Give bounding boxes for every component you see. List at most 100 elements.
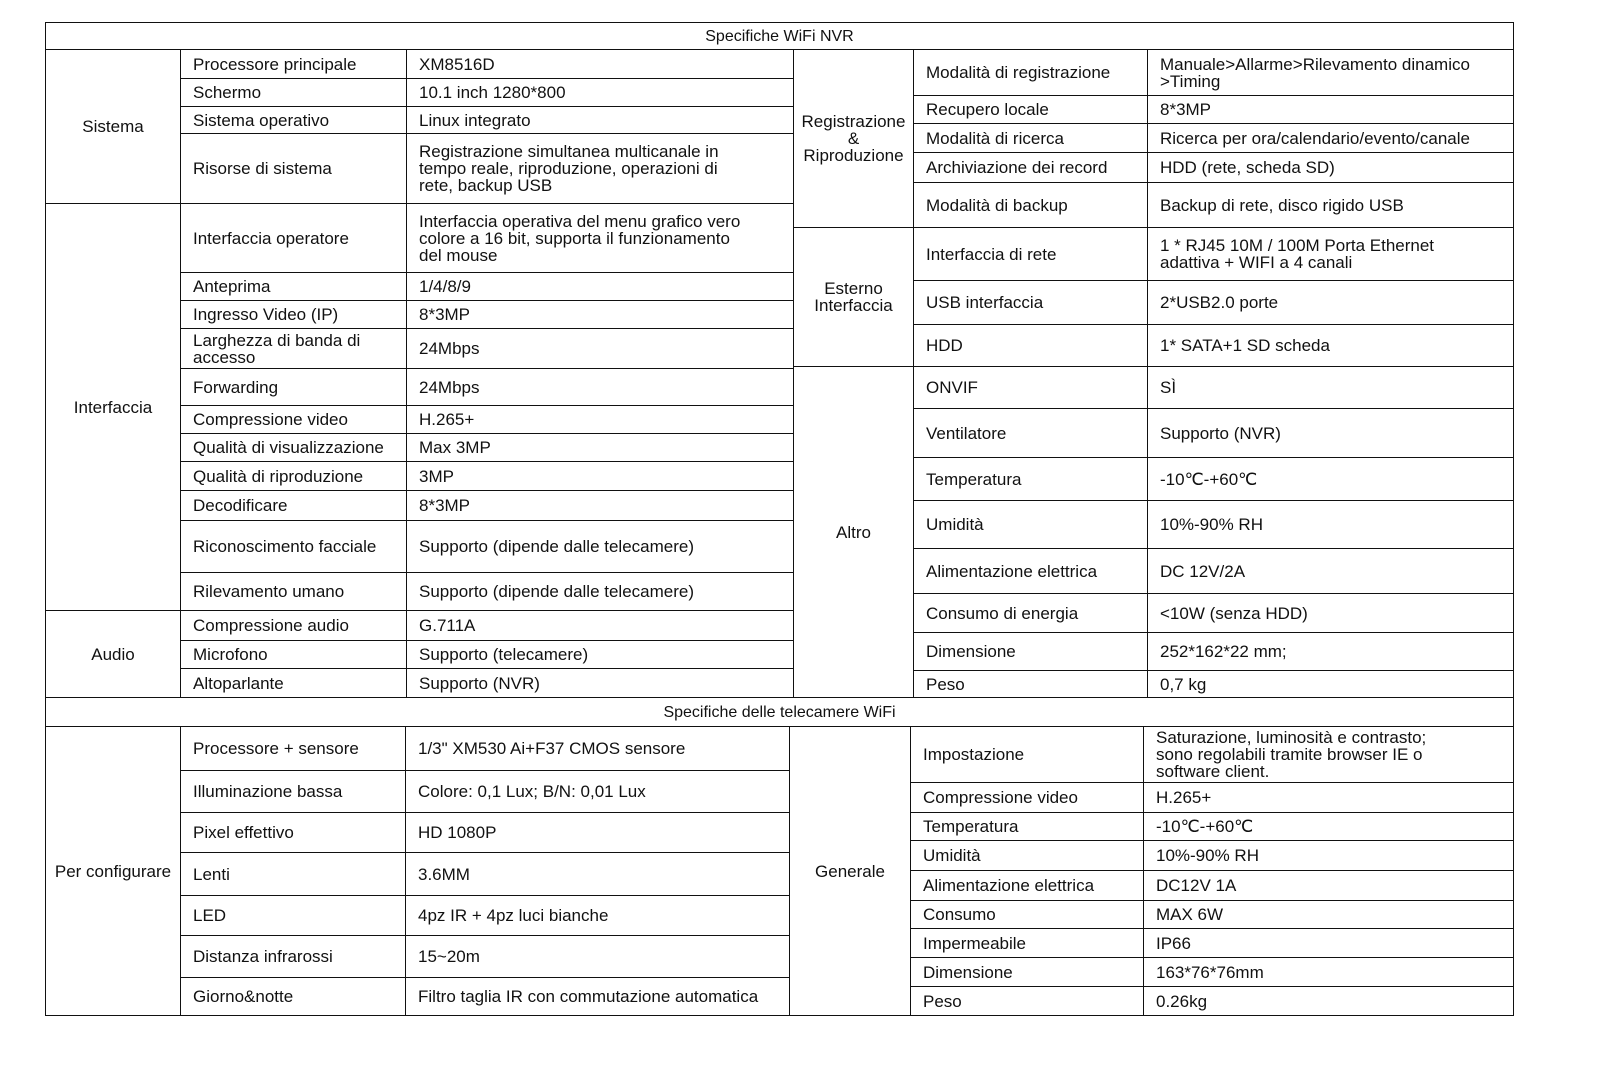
spec-label: Modalità di backup [913, 182, 1148, 228]
spec-label: Decodificare [180, 490, 407, 521]
spec-label: Interfaccia di rete [913, 227, 1148, 281]
spec-label-text: Ingresso Video (IP) [193, 305, 339, 324]
spec-value: H.265+ [1143, 782, 1514, 813]
spec-label: ONVIF [913, 366, 1148, 409]
group-header: Altro [793, 366, 914, 698]
spec-label: Rilevamento umano [180, 572, 407, 611]
spec-label: Compressione video [180, 405, 407, 434]
spec-label-text: Dimensione [926, 642, 1016, 661]
spec-value-text: Colore: 0,1 Lux; B/N: 0,01 Lux [418, 782, 646, 801]
spec-label: Temperatura [910, 812, 1144, 841]
spec-label: Processore principale [180, 49, 407, 79]
spec-label-text: Anteprima [193, 277, 271, 296]
spec-value: DC 12V/2A [1147, 548, 1514, 594]
spec-label: Consumo di energia [913, 593, 1148, 633]
group-header: Sistema [45, 49, 181, 204]
spec-value-text: Filtro taglia IR con commutazione automa… [418, 987, 759, 1006]
spec-value-text: 10%-90% RH [1156, 846, 1259, 865]
spec-label-text: Umidità [923, 846, 981, 865]
spec-label-text: Qualità di riproduzione [193, 466, 364, 486]
spec-label: Sistema operativo [180, 106, 407, 134]
spec-label: Recupero locale [913, 95, 1148, 124]
spec-label-text: Altoparlante [193, 673, 284, 693]
spec-value-text: Max 3MP [419, 438, 491, 457]
spec-value-text: H.265+ [1156, 788, 1212, 807]
spec-label-text: Decodificare [193, 496, 288, 515]
group-header-text: Sistema [82, 117, 144, 136]
spec-label-text: Modalità di registrazione [926, 63, 1111, 82]
spec-label-text: HDD [926, 336, 963, 355]
spec-value-text: <10W (senza HDD) [1160, 603, 1308, 623]
spec-value-text: MAX 6W [1156, 905, 1224, 924]
spec-label: Illuminazione bassa [180, 770, 406, 813]
spec-value: Manuale>Allarme>Rilevamento dinamico >Ti… [1147, 49, 1514, 96]
group-header: Registrazione & Riproduzione [793, 49, 914, 228]
spec-value: 3.6MM [405, 852, 790, 896]
spec-label: Alimentazione elettrica [910, 870, 1144, 901]
spec-label-text: Peso [926, 674, 965, 694]
spec-value: 0,7 kg [1147, 670, 1514, 698]
spec-value-text: DC 12V/2A [1160, 561, 1246, 581]
spec-value-text: -10℃-+60℃ [1156, 817, 1254, 836]
spec-value: H.265+ [406, 405, 794, 434]
spec-value-text: 24Mbps [419, 339, 480, 358]
spec-value-text: 8*3MP [1160, 100, 1212, 119]
spec-value-text: 2*USB2.0 porte [1160, 293, 1279, 312]
spec-label-text: Umidità [926, 515, 984, 534]
spec-value: DC12V 1A [1143, 870, 1514, 901]
spec-value: HD 1080P [405, 812, 790, 853]
spec-label: Pixel effettivo [180, 812, 406, 853]
spec-label-text: Recupero locale [926, 100, 1049, 119]
spec-value: 1/3" XM530 Ai+F37 CMOS sensore [405, 726, 790, 771]
spec-value-text: DC12V 1A [1156, 876, 1237, 895]
spec-value: Registrazione simultanea multicanale in … [406, 133, 794, 204]
spec-value-text: 8*3MP [419, 305, 471, 324]
spec-value: 1/4/8/9 [406, 272, 794, 301]
spec-label: Lenti [180, 852, 406, 896]
spec-label-text: Alimentazione elettrica [923, 876, 1095, 895]
spec-value-text: 24Mbps [419, 377, 480, 397]
spec-value: 1 * RJ45 10M / 100M Porta Ethernet adatt… [1147, 227, 1514, 281]
spec-label-text: Processore + sensore [193, 739, 359, 758]
spec-label-text: Compressione video [923, 788, 1078, 807]
spec-value-text: Ricerca per ora/calendario/evento/canale [1160, 128, 1470, 148]
spec-label-text: Pixel effettivo [193, 823, 294, 842]
spec-value-text: Interfaccia operativa del menu grafico v… [419, 211, 741, 265]
group-header-text: Per configurare [54, 861, 172, 881]
spec-label-text: ONVIF [926, 378, 978, 397]
spec-label: Umidità [913, 500, 1148, 549]
spec-value: Ricerca per ora/calendario/evento/canale [1147, 123, 1514, 153]
section-title-text: Specifiche WiFi NVR [705, 27, 854, 45]
spec-value-text: Backup di rete, disco rigido USB [1160, 195, 1404, 215]
spec-value: 24Mbps [406, 368, 794, 406]
spec-label: Microfono [180, 640, 407, 669]
spec-label-text: Interfaccia di rete [926, 244, 1057, 264]
spec-label-text: Dimensione [923, 962, 1013, 982]
spec-value: XM8516D [406, 49, 794, 79]
spec-label-text: Modalità di ricerca [926, 128, 1064, 148]
spec-label-text: Temperatura [926, 469, 1022, 489]
spec-value: 4pz IR + 4pz luci bianche [405, 895, 790, 936]
spec-label-text: Consumo di energia [926, 603, 1079, 623]
spec-value-text: HDD (rete, scheda SD) [1160, 158, 1335, 177]
spec-label: Anteprima [180, 272, 407, 301]
spec-label-text: Qualità di visualizzazione [193, 438, 384, 457]
spec-label-text: Illuminazione bassa [193, 782, 343, 801]
spec-value-text: -10℃-+60℃ [1160, 469, 1258, 489]
spec-value: 10%-90% RH [1147, 500, 1514, 549]
spec-label-text: LED [193, 906, 227, 925]
spec-value: Supporto (dipende dalle telecamere) [406, 520, 794, 573]
spec-value-text: Supporto (NVR) [419, 673, 540, 693]
spec-value-text: Supporto (NVR) [1160, 423, 1281, 443]
spec-value: SÌ [1147, 366, 1514, 409]
spec-label: Alimentazione elettrica [913, 548, 1148, 594]
spec-label: Impermeabile [910, 928, 1144, 958]
spec-value-text: XM8516D [419, 54, 495, 74]
spec-value-text: Supporto (dipende dalle telecamere) [419, 537, 695, 556]
spec-label: Peso [913, 670, 1148, 698]
spec-label-text: Temperatura [923, 817, 1019, 836]
spec-label-text: Riconoscimento facciale [193, 537, 377, 556]
spec-label: Risorse di sistema [180, 133, 407, 204]
spec-value: 163*76*76mm [1143, 957, 1514, 987]
spec-label: Altoparlante [180, 668, 407, 698]
